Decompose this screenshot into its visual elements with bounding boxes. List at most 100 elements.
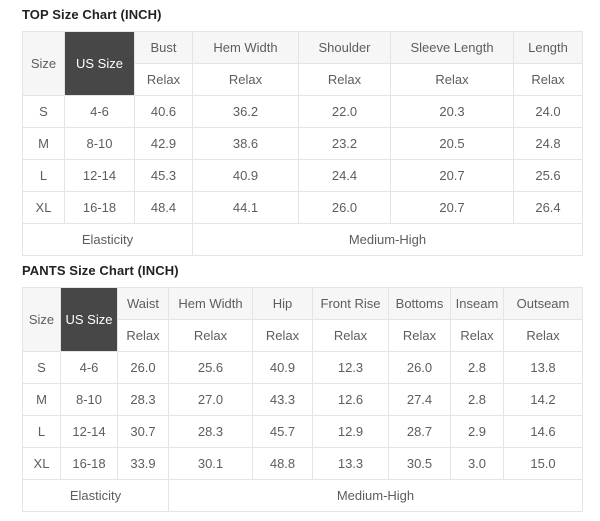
measurement-value-front-rise: 12.6	[312, 383, 389, 416]
fit-type-cell-hem-width: Relax	[192, 63, 299, 96]
measurement-value-hem-width: 40.9	[192, 159, 299, 192]
us-size-column-header: US Size	[64, 31, 135, 96]
pants-chart-title: PANTS Size Chart (INCH)	[22, 263, 179, 278]
column-header-hem-width: Hem Width	[168, 287, 253, 320]
table-row-s: S 4-6 26.0 25.6 40.9 12.3 26.0 2.8 13.8	[22, 351, 583, 384]
fit-type-cell-hem-width: Relax	[168, 319, 253, 352]
measurement-value-hem-width: 27.0	[168, 383, 253, 416]
column-header-sleeve-length: Sleeve Length	[390, 31, 514, 64]
measurement-value-hem-width: 38.6	[192, 127, 299, 160]
pants-size-table: Size US Size Waist Hem Width Hip Front Rise Bo…	[22, 287, 583, 512]
measurement-value-bottoms: 28.7	[388, 415, 451, 448]
fit-row: Relax Relax Relax Relax Relax	[23, 63, 583, 96]
header-row: Size US Size Bust Hem Width Shoulder Sleeve L…	[22, 31, 583, 96]
measurement-value-outseam: 15.0	[503, 447, 583, 480]
measurement-value-sleeve-length: 20.3	[390, 95, 514, 128]
us-size-cell: 4-6	[64, 95, 135, 128]
fit-type-cell-shoulder: Relax	[298, 63, 391, 96]
size-cell: L	[22, 159, 65, 192]
measurement-value-outseam: 14.2	[503, 383, 583, 416]
measurement-value-waist: 33.9	[117, 447, 169, 480]
elasticity-label-cell: Elasticity	[22, 223, 193, 256]
table-row-l: L 12-14 30.7 28.3 45.7 12.9 28.7 2.9 14.6	[22, 415, 583, 448]
pants-size-chart-section: PANTS Size Chart (INCH) Size US Size Waist…	[22, 263, 600, 512]
us-size-cell: 12-14	[64, 159, 135, 192]
table-row-xl: XL 16-18 48.4 44.1 26.0 20.7 26.4	[22, 191, 583, 224]
measurement-value-bust: 42.9	[134, 127, 193, 160]
fit-type-cell-waist: Relax	[117, 319, 169, 352]
table-row-m: M 8-10 28.3 27.0 43.3 12.6 27.4 2.8 14.2	[22, 383, 583, 416]
fit-row: Relax Relax Relax Relax Relax Relax Relax	[23, 319, 583, 352]
column-header-front-rise: Front Rise	[312, 287, 389, 320]
elasticity-value-cell: Medium-High	[192, 223, 583, 256]
measurement-value-waist: 26.0	[117, 351, 169, 384]
measurement-value-bust: 48.4	[134, 191, 193, 224]
measurement-value-hip: 43.3	[252, 383, 313, 416]
size-cell: M	[22, 127, 65, 160]
measurement-value-shoulder: 22.0	[298, 95, 391, 128]
top-size-table: Size US Size Bust Hem Width Shoulder Sleeve L…	[22, 31, 583, 256]
column-header-shoulder: Shoulder	[298, 31, 391, 64]
measurement-value-hip: 45.7	[252, 415, 313, 448]
column-header-outseam: Outseam	[503, 287, 583, 320]
table-row-s: S 4-6 40.6 36.2 22.0 20.3 24.0	[22, 95, 583, 128]
measurement-value-front-rise: 12.9	[312, 415, 389, 448]
fit-type-cell-sleeve-length: Relax	[390, 63, 514, 96]
size-column-header: Size	[22, 287, 61, 352]
measurement-value-inseam: 2.8	[450, 351, 504, 384]
elasticity-value-cell: Medium-High	[168, 479, 583, 512]
us-size-cell: 12-14	[60, 415, 118, 448]
measurement-value-inseam: 2.9	[450, 415, 504, 448]
us-size-cell: 8-10	[64, 127, 135, 160]
size-cell: S	[22, 95, 65, 128]
measurement-value-waist: 28.3	[117, 383, 169, 416]
column-header-hem-width: Hem Width	[192, 31, 299, 64]
size-cell: XL	[22, 191, 65, 224]
measurement-value-waist: 30.7	[117, 415, 169, 448]
fit-type-cell-bottoms: Relax	[388, 319, 451, 352]
fit-type-cell-outseam: Relax	[503, 319, 583, 352]
measurement-value-length: 24.0	[513, 95, 583, 128]
column-header-bust: Bust	[134, 31, 193, 64]
measurement-value-bottoms: 26.0	[388, 351, 451, 384]
elasticity-label-cell: Elasticity	[22, 479, 169, 512]
size-cell: M	[22, 383, 61, 416]
measurement-value-sleeve-length: 20.7	[390, 159, 514, 192]
measurement-value-sleeve-length: 20.5	[390, 127, 514, 160]
measurement-value-inseam: 3.0	[450, 447, 504, 480]
measurement-value-hem-width: 44.1	[192, 191, 299, 224]
size-cell: XL	[22, 447, 61, 480]
measurement-value-bust: 40.6	[134, 95, 193, 128]
measurement-value-hip: 40.9	[252, 351, 313, 384]
column-header-bottoms: Bottoms	[388, 287, 451, 320]
size-cell: L	[22, 415, 61, 448]
measurement-value-hem-width: 25.6	[168, 351, 253, 384]
us-size-column-header: US Size	[60, 287, 118, 352]
measurement-value-bust: 45.3	[134, 159, 193, 192]
measurement-value-bottoms: 27.4	[388, 383, 451, 416]
measurement-value-bottoms: 30.5	[388, 447, 451, 480]
measurement-value-shoulder: 23.2	[298, 127, 391, 160]
elasticity-row: Elasticity Medium-High	[22, 479, 583, 512]
top-chart-title: TOP Size Chart (INCH)	[22, 7, 162, 22]
column-header-hip: Hip	[252, 287, 313, 320]
column-header-length: Length	[513, 31, 583, 64]
fit-type-cell-hip: Relax	[252, 319, 313, 352]
table-row-l: L 12-14 45.3 40.9 24.4 20.7 25.6	[22, 159, 583, 192]
us-size-cell: 4-6	[60, 351, 118, 384]
top-size-chart-section: TOP Size Chart (INCH) Size US Size Bust Hem…	[22, 7, 600, 256]
column-header-waist: Waist	[117, 287, 169, 320]
header-row: Size US Size Waist Hem Width Hip Front Rise Bo…	[22, 287, 583, 352]
measurement-value-inseam: 2.8	[450, 383, 504, 416]
measurement-value-hem-width: 28.3	[168, 415, 253, 448]
measurement-value-front-rise: 12.3	[312, 351, 389, 384]
fit-type-cell-bust: Relax	[134, 63, 193, 96]
measurement-value-shoulder: 24.4	[298, 159, 391, 192]
measurement-value-length: 26.4	[513, 191, 583, 224]
column-header-inseam: Inseam	[450, 287, 504, 320]
size-column-header: Size	[22, 31, 65, 96]
measurement-value-length: 25.6	[513, 159, 583, 192]
fit-type-cell-inseam: Relax	[450, 319, 504, 352]
fit-type-cell-front-rise: Relax	[312, 319, 389, 352]
